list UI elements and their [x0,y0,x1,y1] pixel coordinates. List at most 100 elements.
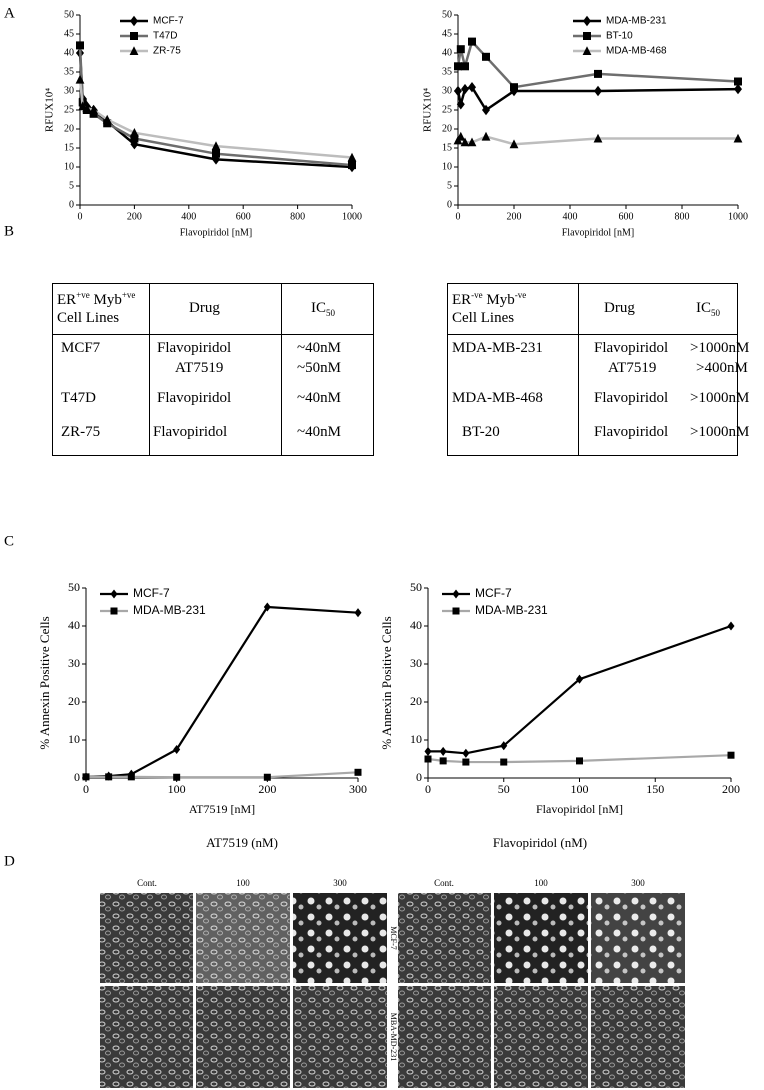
y-tick-label: 30 [68,656,80,670]
x-tick-label: 1000 [342,211,362,222]
y-tick-label: 0 [447,199,452,210]
y-axis-label: % Annexin Positive Cells [379,616,394,749]
x-tick-label: 150 [646,782,664,796]
legend-marker [582,46,592,55]
marker [76,41,84,50]
legend-label: ZR-75 [153,46,181,57]
y-tick-label: 45 [64,28,74,39]
micrograph [100,986,193,1088]
micrographs [100,893,685,1088]
x-tick-label: 0 [78,211,83,222]
marker [454,85,462,97]
marker [594,85,602,97]
y-tick-label: 35 [64,66,74,77]
column-label: Cont. [434,878,454,888]
marker [593,133,603,143]
cell: AT7519 [608,360,657,376]
marker [82,103,92,113]
row-label: MCF-7 [389,926,398,950]
legend-label: MCF-7 [133,586,170,600]
y-tick-label: 10 [64,161,74,172]
x-axis-label: Flavopiridol [nM] [180,227,253,238]
cell: >1000nM [690,340,750,356]
marker [173,773,181,781]
series-line [456,40,739,89]
marker [500,758,508,766]
legend-label: MDA-MB-231 [133,603,206,617]
cell: Flavopiridol [157,340,232,356]
panel-label: A [4,5,15,21]
row-label: MBA-MD-231 [389,1013,398,1061]
legend-label: MDA-MB-231 [606,16,667,27]
cell: Flavopiridol [153,424,228,440]
y-tick-label: 10 [68,732,80,746]
panel-label: C [4,533,14,549]
y-tick-label: 35 [442,66,452,77]
legend-label: MCF-7 [153,16,184,27]
micrograph [494,893,588,983]
micrograph [398,986,491,1088]
y-tick-label: 0 [69,199,74,210]
marker [576,674,583,684]
x-tick-label: 600 [236,211,251,222]
micrograph [591,893,685,983]
series-line [428,624,732,755]
column-label: 100 [534,878,548,888]
y-tick-label: 30 [442,85,452,96]
micrograph [196,986,290,1088]
marker [347,152,357,162]
micrograph [293,893,387,983]
marker [105,773,113,781]
marker [456,99,465,110]
x-tick-label: 100 [571,782,589,796]
x-tick-label: 100 [168,782,186,796]
header-sub: 50 [711,308,720,318]
column-label: Cont. [137,878,157,888]
cell: ~40nM [297,424,341,440]
y-tick-label: 0 [416,770,422,784]
x-tick-label: 1000 [728,211,748,222]
y-tick-label: 50 [64,9,74,20]
y-axis-label: RFUX10⁴ [44,88,56,132]
x-tick-label: 200 [722,782,740,796]
cell: Flavopiridol [594,390,669,406]
column-label: 100 [236,878,250,888]
marker [75,74,85,84]
y-tick-label: 50 [410,580,422,594]
y-tick-label: 0 [74,770,80,784]
x-tick-label: 800 [675,211,690,222]
legend-marker [110,607,118,615]
marker [354,608,362,618]
marker [481,131,491,141]
legend-marker [452,607,460,615]
y-axis-label: % Annexin Positive Cells [37,616,52,749]
legend-marker [130,32,138,40]
legend-marker [110,589,118,599]
header-text: IC [311,300,326,316]
micrograph [494,986,588,1088]
marker [102,114,112,124]
x-tick-label: 300 [349,782,367,796]
y-tick-label: 30 [64,85,74,96]
marker [500,741,508,751]
legend-label: MCF-7 [475,586,512,600]
cell: >400nM [696,360,748,376]
marker [263,602,271,612]
cell: Flavopiridol [157,390,232,406]
marker [734,83,742,95]
y-tick-label: 40 [442,47,452,58]
y-tick-label: 5 [69,180,74,191]
series-line [85,605,359,778]
x-tick-label: 200 [258,782,276,796]
y-tick-label: 10 [410,732,422,746]
marker [482,104,490,116]
marker [461,62,469,71]
marker [733,133,743,143]
marker [127,773,135,781]
y-tick-label: 45 [442,28,452,39]
micrograph [293,986,387,1088]
header-sup: +ve [121,290,136,300]
header-text: Myb [486,292,515,308]
